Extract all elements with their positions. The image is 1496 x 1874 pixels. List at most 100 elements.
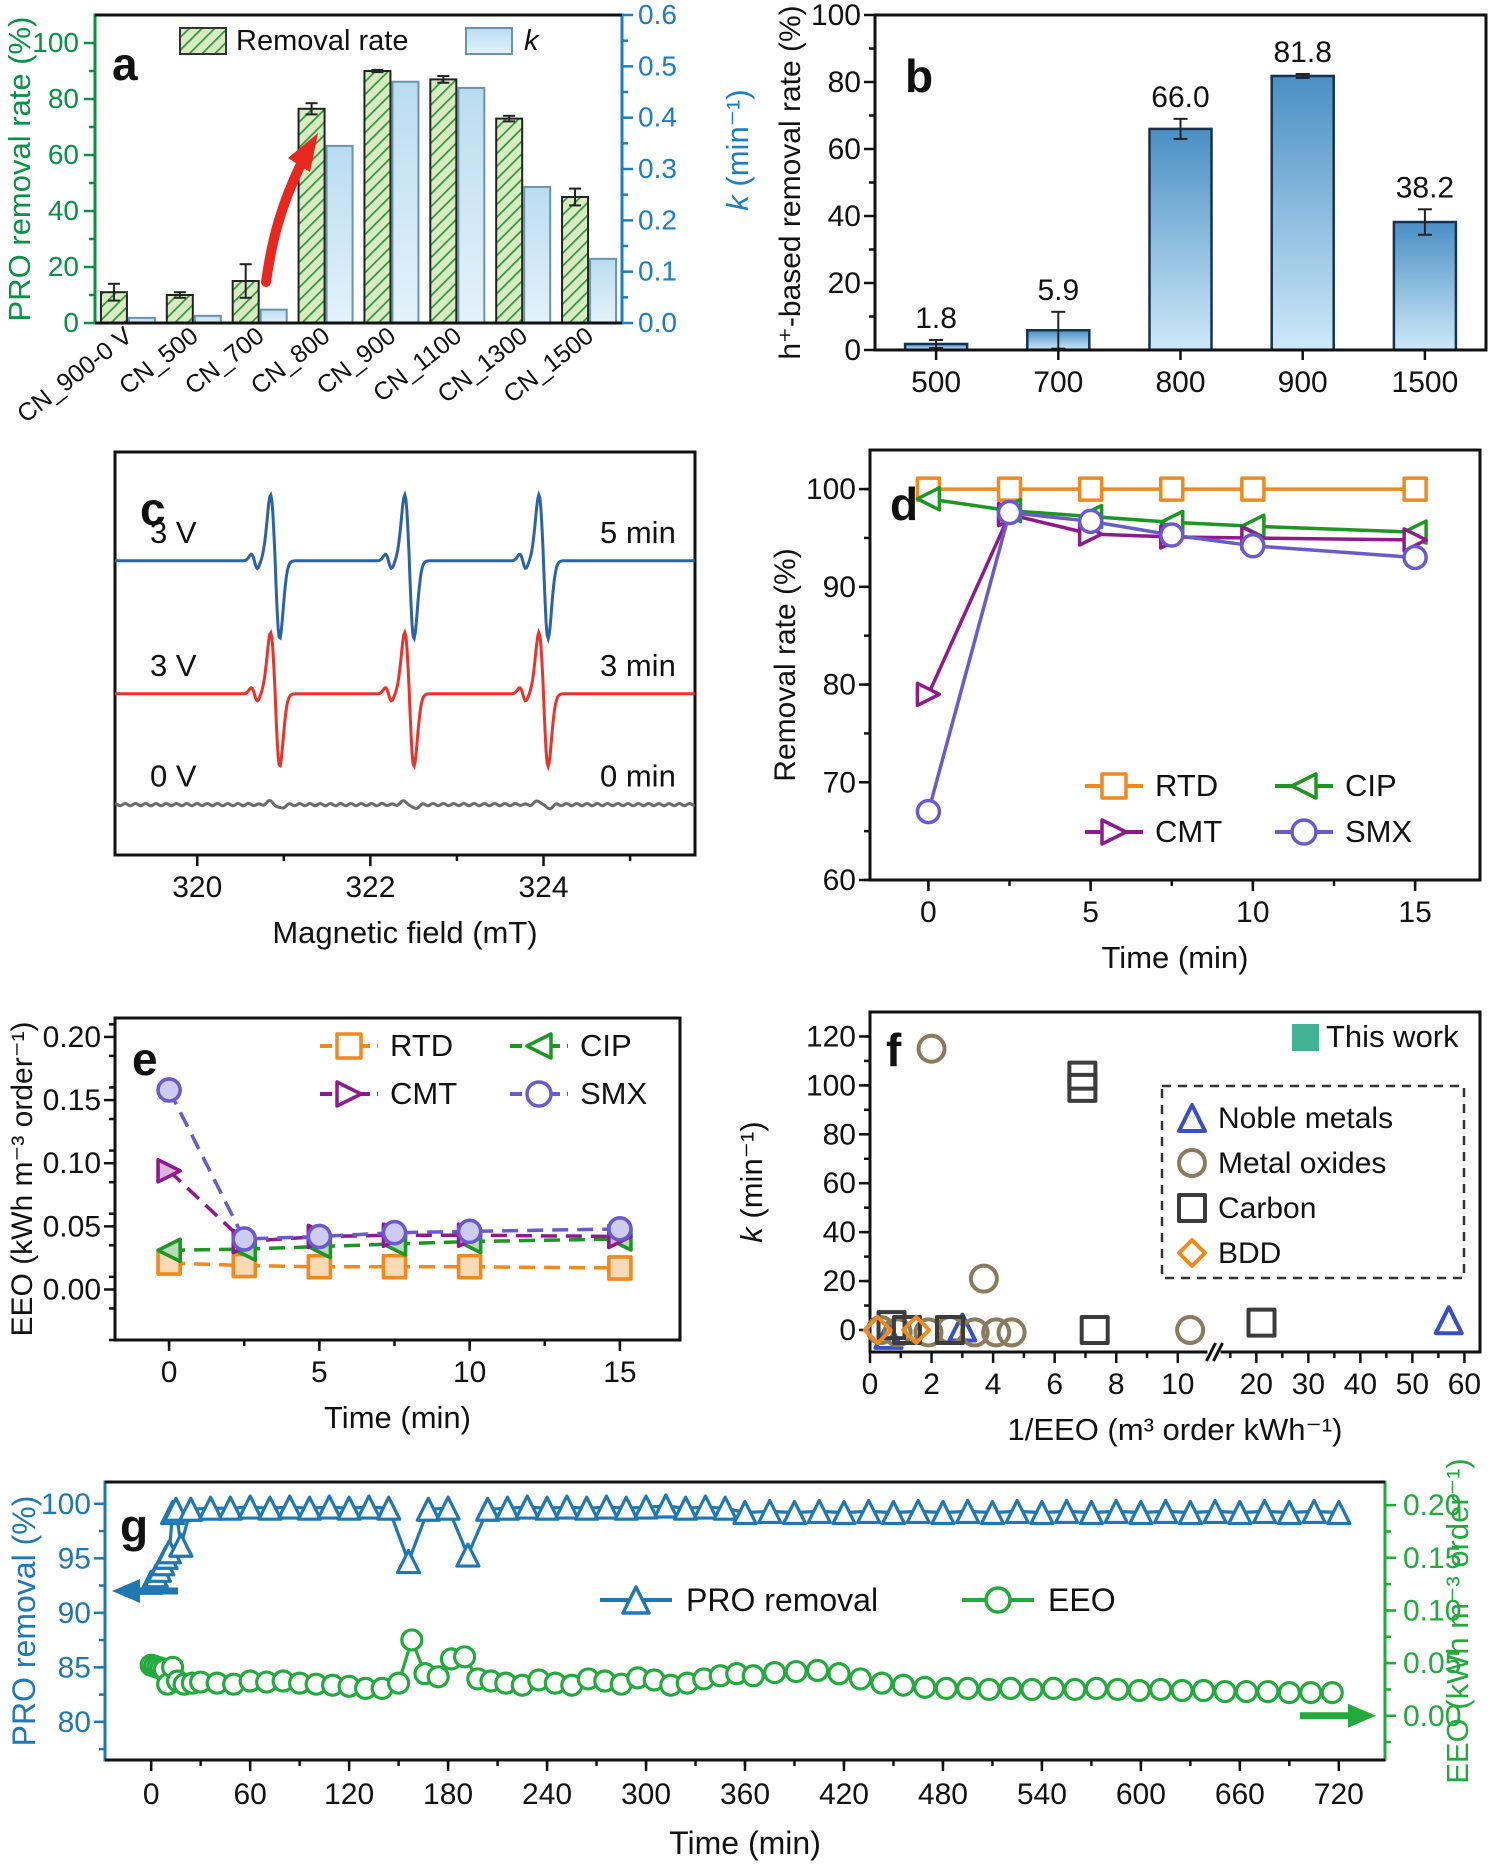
svg-text:This work: This work bbox=[1326, 1019, 1459, 1054]
svg-text:3 V: 3 V bbox=[150, 648, 197, 683]
svg-text:Time (min): Time (min) bbox=[324, 1400, 471, 1435]
svg-text:1.8: 1.8 bbox=[915, 302, 957, 335]
svg-text:30: 30 bbox=[1292, 1368, 1325, 1401]
svg-text:60: 60 bbox=[1448, 1368, 1481, 1401]
svg-text:PRO removal (%): PRO removal (%) bbox=[6, 1496, 42, 1747]
svg-text:0: 0 bbox=[143, 1778, 160, 1811]
svg-text:1500: 1500 bbox=[1392, 366, 1459, 399]
svg-text:0: 0 bbox=[844, 334, 861, 367]
svg-text:k (min⁻¹): k (min⁻¹) bbox=[734, 1121, 769, 1242]
svg-text:480: 480 bbox=[918, 1778, 968, 1811]
panel-b-bar-chart: 1.8 500 5.9 700 66.0 800 81.8 900 38.2 1500 0 20 40 6… bbox=[774, 0, 1488, 399]
svg-text:3 V: 3 V bbox=[150, 515, 197, 550]
svg-text:0.20: 0.20 bbox=[1403, 1489, 1461, 1522]
svg-text:10: 10 bbox=[453, 1356, 486, 1389]
svg-text:0.10: 0.10 bbox=[1403, 1594, 1461, 1627]
svg-text:60: 60 bbox=[48, 139, 79, 170]
svg-text:6: 6 bbox=[1046, 1368, 1063, 1401]
svg-text:0.0: 0.0 bbox=[638, 307, 677, 338]
svg-text:CIP: CIP bbox=[580, 1028, 632, 1063]
svg-text:320: 320 bbox=[172, 871, 222, 904]
svg-text:RTD: RTD bbox=[390, 1028, 453, 1063]
panel-g-stability-chart: 0 60 120 180 240 300 360 420 480 540 600 660 720 Time… bbox=[6, 1458, 1475, 1861]
svg-text:Removal rate: Removal rate bbox=[236, 25, 408, 57]
svg-text:8: 8 bbox=[1108, 1368, 1125, 1401]
svg-text:80: 80 bbox=[823, 669, 856, 702]
svg-text:600: 600 bbox=[1116, 1778, 1166, 1811]
panel-c-epr-spectra: 320 322 324 Magnetic field (mT) 3 V 5 min 3 V 3… bbox=[113, 450, 697, 950]
svg-text:4: 4 bbox=[985, 1368, 1002, 1401]
svg-text:90: 90 bbox=[823, 571, 856, 604]
panel-a-bar-chart: CN_900-0 VCN_500CN_700CN_800CN_900CN_110… bbox=[2, 0, 755, 428]
svg-text:a: a bbox=[112, 38, 138, 90]
svg-text:5 min: 5 min bbox=[600, 515, 676, 550]
svg-text:70: 70 bbox=[823, 766, 856, 799]
svg-text:100: 100 bbox=[811, 0, 861, 32]
svg-text:120: 120 bbox=[324, 1778, 374, 1811]
svg-text:0: 0 bbox=[161, 1356, 178, 1389]
svg-text:80: 80 bbox=[58, 1706, 91, 1739]
svg-text:40: 40 bbox=[828, 200, 861, 233]
svg-text:0.4: 0.4 bbox=[638, 102, 677, 133]
svg-text:500: 500 bbox=[911, 366, 961, 399]
svg-text:360: 360 bbox=[720, 1778, 770, 1811]
svg-text:BDD: BDD bbox=[1218, 1237, 1281, 1270]
svg-text:100: 100 bbox=[806, 473, 856, 506]
svg-text:60: 60 bbox=[828, 133, 861, 166]
svg-text:PRO removal: PRO removal bbox=[686, 1582, 878, 1618]
svg-text:Noble metals: Noble metals bbox=[1218, 1102, 1393, 1135]
svg-text:3 min: 3 min bbox=[600, 648, 676, 683]
panel-f-scatter-chart: 0 2 4 6 8 10 20 30 40 50 60 1/EEO (m³ order kWh⁻¹) 0… bbox=[734, 1010, 1482, 1447]
svg-text:Metal oxides: Metal oxides bbox=[1218, 1147, 1386, 1180]
svg-text:0 min: 0 min bbox=[600, 759, 676, 794]
svg-text:0.3: 0.3 bbox=[638, 153, 677, 184]
svg-text:0: 0 bbox=[63, 307, 79, 338]
svg-text:SMX: SMX bbox=[1345, 814, 1413, 849]
svg-text:80: 80 bbox=[828, 66, 861, 99]
svg-text:f: f bbox=[886, 1024, 902, 1076]
svg-text:180: 180 bbox=[423, 1778, 473, 1811]
svg-text:60: 60 bbox=[233, 1778, 266, 1811]
svg-text:b: b bbox=[905, 50, 933, 102]
svg-text:e: e bbox=[132, 1033, 158, 1085]
svg-text:0.00: 0.00 bbox=[43, 1273, 101, 1306]
svg-text:38.2: 38.2 bbox=[1396, 171, 1454, 204]
svg-text:540: 540 bbox=[1017, 1778, 1067, 1811]
svg-text:2: 2 bbox=[923, 1368, 940, 1401]
svg-text:0.05: 0.05 bbox=[43, 1210, 101, 1243]
svg-text:c: c bbox=[140, 483, 166, 535]
svg-text:0.15: 0.15 bbox=[43, 1084, 101, 1117]
svg-text:0.15: 0.15 bbox=[1403, 1542, 1461, 1575]
svg-text:PRO removal rate (%): PRO removal rate (%) bbox=[2, 17, 37, 322]
svg-text:Removal rate (%): Removal rate (%) bbox=[769, 548, 802, 781]
svg-text:100: 100 bbox=[32, 27, 79, 58]
svg-text:0.00: 0.00 bbox=[1403, 1700, 1461, 1733]
svg-text:660: 660 bbox=[1215, 1778, 1265, 1811]
svg-text:EEO: EEO bbox=[1048, 1582, 1116, 1618]
svg-text:66.0: 66.0 bbox=[1151, 81, 1209, 114]
svg-text:CMT: CMT bbox=[390, 1076, 457, 1111]
panel-e-eeo-line-chart: 0 5 10 15 Time (min) 0.00 0.05 0.10 0.15 0.20EEO … bbox=[6, 1016, 682, 1435]
svg-text:240: 240 bbox=[522, 1778, 572, 1811]
svg-text:5: 5 bbox=[311, 1356, 328, 1389]
svg-text:0.6: 0.6 bbox=[638, 0, 677, 30]
svg-text:0.05: 0.05 bbox=[1403, 1647, 1461, 1680]
svg-text:85: 85 bbox=[58, 1651, 91, 1684]
svg-text:EEO (kWh m⁻³ order⁻¹): EEO (kWh m⁻³ order⁻¹) bbox=[6, 1021, 39, 1336]
svg-text:0 V: 0 V bbox=[150, 759, 197, 794]
svg-text:80: 80 bbox=[48, 83, 79, 114]
svg-text:700: 700 bbox=[1033, 366, 1083, 399]
svg-text:20: 20 bbox=[823, 1265, 856, 1298]
svg-text:420: 420 bbox=[819, 1778, 869, 1811]
svg-text:95: 95 bbox=[58, 1542, 91, 1575]
svg-text:k: k bbox=[524, 25, 540, 57]
svg-text:Carbon: Carbon bbox=[1218, 1192, 1316, 1225]
svg-text:90: 90 bbox=[58, 1597, 91, 1630]
svg-text:0.10: 0.10 bbox=[43, 1147, 101, 1180]
svg-text:d: d bbox=[890, 478, 918, 530]
svg-text:120: 120 bbox=[806, 1020, 856, 1053]
svg-text:81.8: 81.8 bbox=[1274, 36, 1332, 69]
svg-text:0: 0 bbox=[839, 1314, 856, 1347]
svg-text:CIP: CIP bbox=[1345, 768, 1397, 803]
